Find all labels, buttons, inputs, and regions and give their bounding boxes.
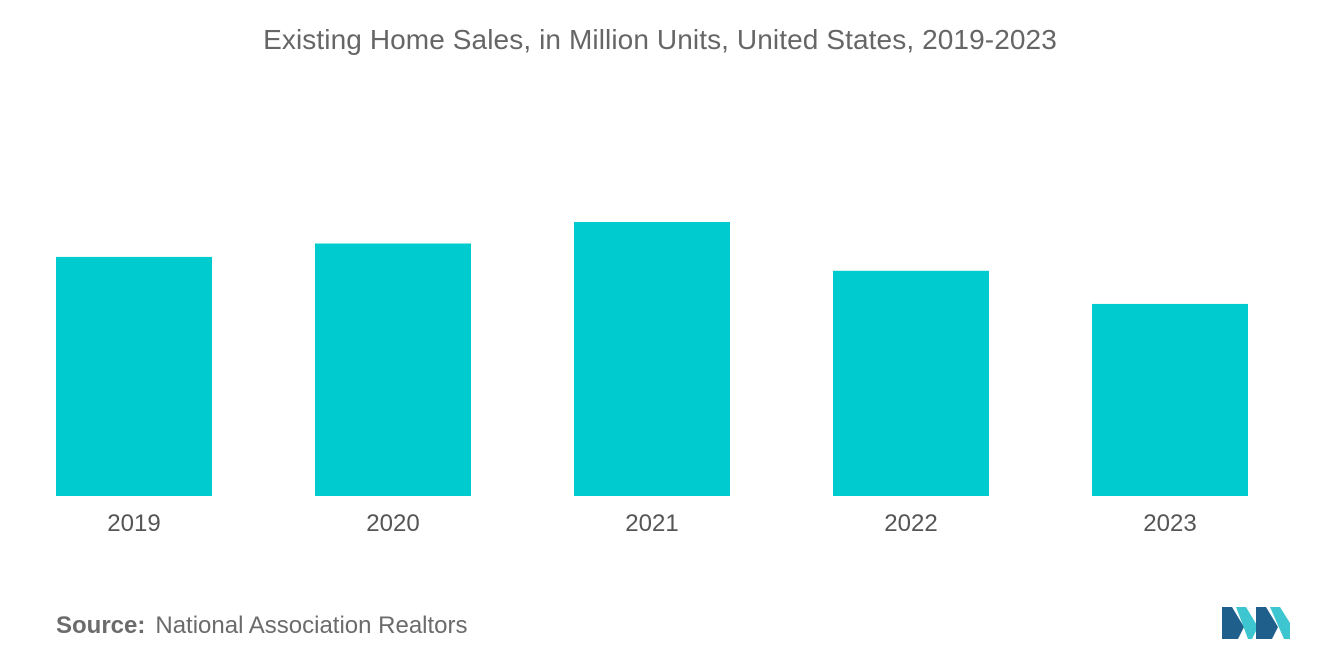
mordor-intelligence-logo-icon (1222, 607, 1290, 639)
bar-2023 (1092, 303, 1248, 496)
bar-2019 (56, 256, 212, 496)
source-label: Source: (56, 612, 146, 639)
x-tick-label-2023: 2023 (1143, 510, 1196, 537)
x-tick-label-2019: 2019 (107, 510, 160, 537)
source-text: National Association Realtors (155, 612, 468, 639)
x-tick-label-2020: 2020 (366, 510, 419, 537)
bar-2021 (574, 222, 730, 496)
chart-title: Existing Home Sales, in Million Units, U… (263, 24, 1057, 55)
x-tick-labels: 2019 2020 2021 2022 2023 (107, 510, 1196, 537)
source-note: Source: National Association Realtors (56, 612, 468, 640)
bar-2022 (833, 270, 989, 496)
x-tick-label-2022: 2022 (884, 510, 937, 537)
bars-group (56, 222, 1248, 496)
bar-2020 (315, 243, 471, 496)
x-tick-label-2021: 2021 (625, 510, 678, 537)
